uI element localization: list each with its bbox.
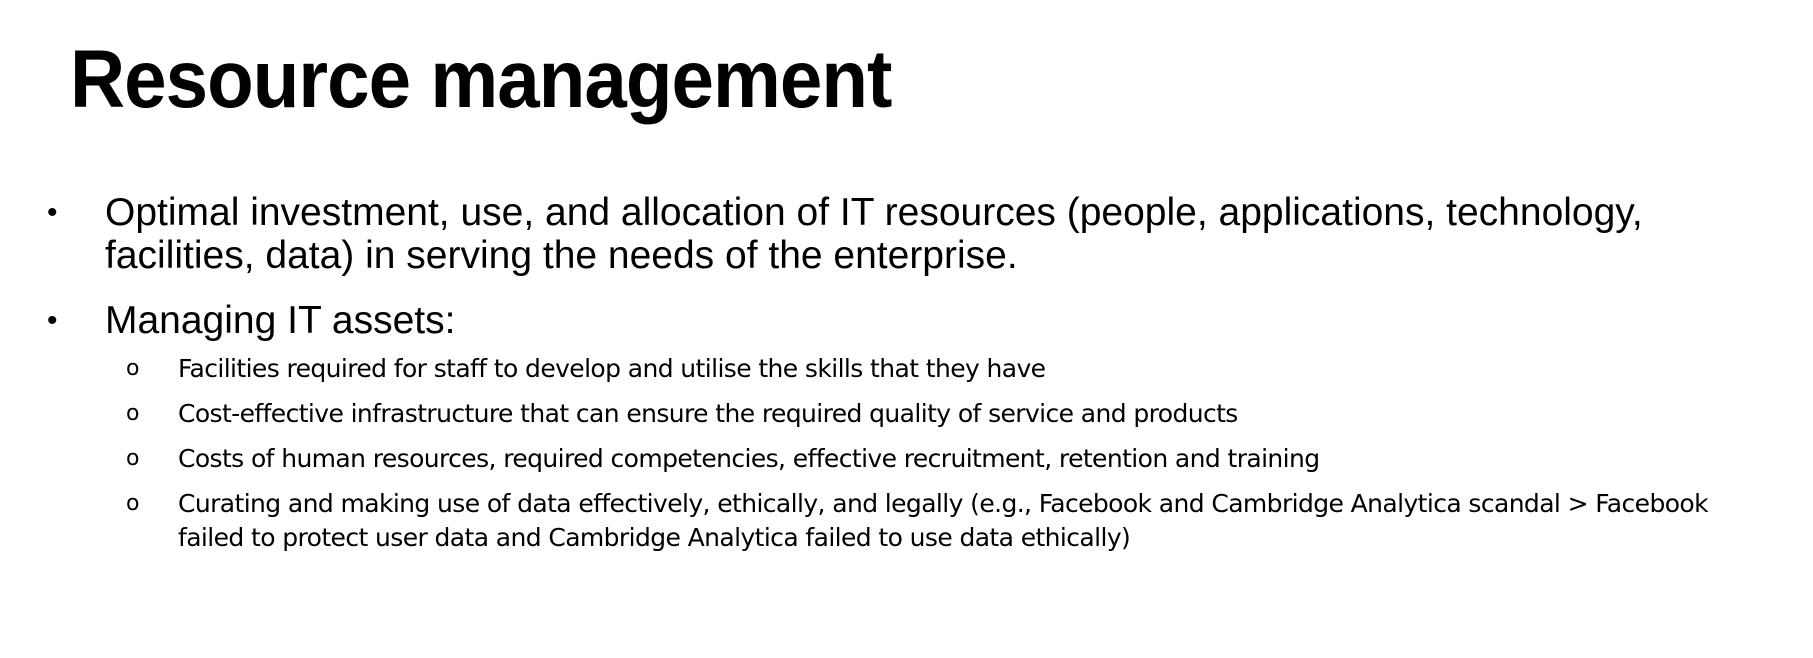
bullet-text: Managing IT assets: xyxy=(105,299,456,342)
sub-bullet-marker: o xyxy=(126,401,140,426)
bullet-item: • Managing IT assets: o Facilities requi… xyxy=(0,299,1725,555)
bullet-item: • Optimal investment, use, and allocatio… xyxy=(0,191,1725,277)
sub-bullet-text: Facilities required for staff to develop… xyxy=(178,354,1046,383)
bullet-marker: • xyxy=(47,304,58,337)
sub-bullet-item: o Curating and making use of data effect… xyxy=(0,487,1709,555)
bullet-marker: • xyxy=(47,196,58,229)
sub-bullet-marker: o xyxy=(126,356,140,381)
sub-bullet-item: o Facilities required for staff to devel… xyxy=(0,352,1708,386)
sub-bullet-list: o Facilities required for staff to devel… xyxy=(105,352,1725,555)
sub-bullet-marker: o xyxy=(126,446,140,471)
sub-bullet-text: Curating and making use of data effectiv… xyxy=(178,489,1709,552)
sub-bullet-item: o Costs of human resources, required com… xyxy=(0,442,1708,476)
bullet-text: Optimal investment, use, and allocation … xyxy=(105,191,1643,277)
sub-bullet-text: Cost-effective infrastructure that can e… xyxy=(178,399,1238,428)
sub-bullet-text: Costs of human resources, required compe… xyxy=(178,444,1320,473)
bullet-list: • Optimal investment, use, and allocatio… xyxy=(0,191,1813,577)
sub-bullet-marker: o xyxy=(126,491,140,516)
sub-bullet-item: o Cost-effective infrastructure that can… xyxy=(0,397,1708,431)
slide-title: Resource management xyxy=(70,34,892,125)
